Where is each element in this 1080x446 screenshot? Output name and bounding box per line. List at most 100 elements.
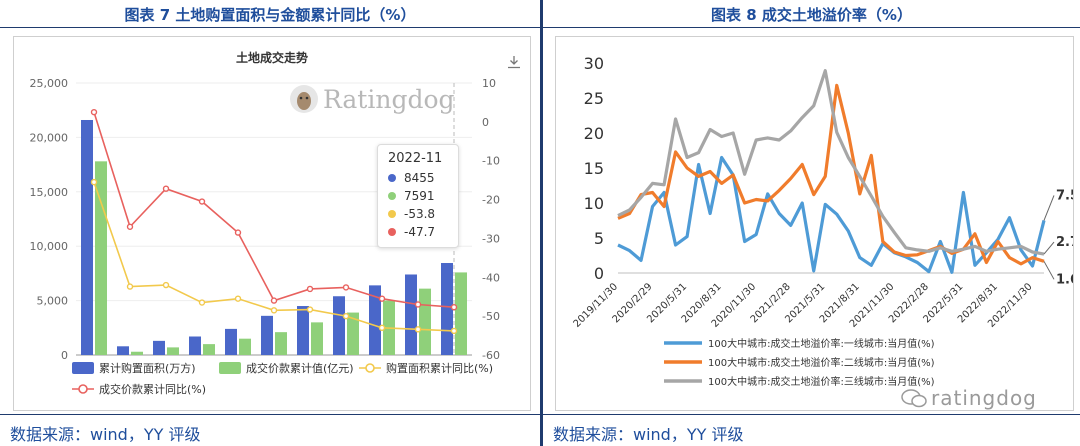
y-tick-label: 10,000 [30,240,69,253]
y-tick-label: 0 [594,264,604,283]
line-point [342,312,350,320]
y-tick-label: 25 [584,89,604,108]
legend-label: 100大中城市:成交土地溢价率:一线城市:当月值(%) [708,337,935,350]
line-point [270,307,278,314]
x-tick-label: 2019/11/30 [572,281,621,330]
bar [167,347,179,355]
bar [81,119,93,355]
line-point [378,295,386,302]
line-point [90,178,98,186]
line-point [306,306,314,313]
bar [131,351,143,355]
y-tick-label: 15,000 [30,186,69,199]
y-tick-label: 0 [61,349,68,362]
right-watermark-text: ratingdog [931,386,1037,410]
line-point [90,108,98,116]
bar [347,312,359,355]
bar [455,272,467,355]
end-label-leader [1043,241,1055,255]
y2-tick-label: -10 [482,155,500,168]
series-line [617,155,1046,274]
legend-swatch [219,362,241,374]
chart-title: 土地成交走势 [236,50,308,65]
tooltip-value: 7591 [404,189,435,203]
right-chart-frame: 0 5 10 15 20 25 30 2019/11/30 2020/2/29 2020/5/31… [555,36,1080,411]
end-value-label: 2.7 [1056,235,1073,250]
y2-tick-label: -30 [482,232,500,245]
land-transaction-chart: 土地成交走势 0 5,000 10,000 15,000 20,000 25,000 10 0 -… [30,50,500,396]
y-tick-label: 5,000 [37,295,69,308]
tooltip-dot [388,210,396,218]
y2-tick-label: -60 [482,349,500,362]
legend-label: 成交价款累计值(亿元) [246,361,354,375]
bar [239,338,251,355]
left-chart-frame: 土地成交走势 0 5,000 10,000 15,000 20,000 25,000 10 0 -… [13,36,531,411]
bar [333,296,345,355]
y-tick-label: 15 [584,159,604,178]
bar [261,315,273,355]
bar [153,340,165,355]
left-figure-title: 图表 7 土地购置面积与金额累计同比（%） [124,6,416,24]
line-point [234,295,242,302]
y-tick-label: 5 [594,229,604,248]
y2-tick-label: 0 [482,116,489,129]
end-value-label: 1.67 [1056,272,1073,287]
legend-label: 100大中城市:成交土地溢价率:二线城市:当月值(%) [708,356,935,369]
tooltip-dot [388,192,396,200]
y-tick-label: 10 [584,194,604,213]
series-line [617,69,1045,256]
tooltip-row: 8455 [388,169,448,187]
line-point [162,185,170,192]
legend-label: 100大中城市:成交土地溢价率:三线城市:当月值(%) [708,375,935,388]
line-point [414,326,422,333]
bar [225,328,237,355]
series-line [617,83,1045,266]
y2-tick-label: 10 [482,77,496,90]
left-title-divider [0,27,540,28]
bar [189,336,201,355]
tooltip-value: -47.7 [404,225,436,239]
line-point [234,229,242,236]
line-point [414,301,422,308]
download-icon[interactable] [507,55,521,69]
line-point [306,285,314,293]
bar [117,346,129,355]
end-value-label: 7.51 [1056,188,1073,203]
y2-tick-label: -40 [482,271,500,284]
legend-label: 购置面积累计同比(%) [386,361,493,375]
right-source: 数据来源：wind，YY 评级 [553,425,744,444]
end-label-leader [1043,195,1055,221]
right-panel: 图表 8 成交土地溢价率（%） 0 5 10 15 20 25 30 2019/11/30 20… [543,0,1080,446]
bar [311,322,323,355]
bar [405,274,417,355]
left-panel: 图表 7 土地购置面积与金额累计同比（%） 土地成交走势 0 5,000 10,000… [0,6,540,444]
right-watermark: ratingdog [901,386,1037,410]
left-source-divider [0,414,540,415]
bar [419,288,431,355]
tooltip-row: -47.7 [388,223,448,241]
line-point [126,223,134,230]
right-source-divider [543,414,1080,415]
y2-tick-label: -20 [482,194,500,207]
tooltip-row: -53.8 [388,205,448,223]
line-point [198,299,206,306]
dog-logo-icon [290,85,318,113]
end-label-leader [1043,261,1055,280]
line-point [270,297,278,304]
chart-tooltip: 2022-11 8455 7591 -53.8 -47.7 [377,144,459,248]
left-watermark-text: Ratingdog [323,84,455,114]
y2-tick-label: -50 [482,310,500,323]
tooltip-row: 7591 [388,187,448,205]
left-source: 数据来源：wind，YY 评级 [10,425,201,444]
y-tick-label: 20,000 [30,131,69,144]
left-watermark: Ratingdog [289,84,455,114]
line-point [162,281,170,289]
tooltip-dot [388,228,396,236]
panel-separator [540,0,543,446]
y-tick-label: 25,000 [30,77,69,90]
tooltip-dot [388,174,396,182]
premium-rate-chart: 0510152025302019/11/302020/2/292020/5/31… [572,54,1080,388]
tooltip-title: 2022-11 [388,151,443,166]
line-point [198,198,206,205]
legend-label: 累计购置面积(万方) [99,361,196,375]
